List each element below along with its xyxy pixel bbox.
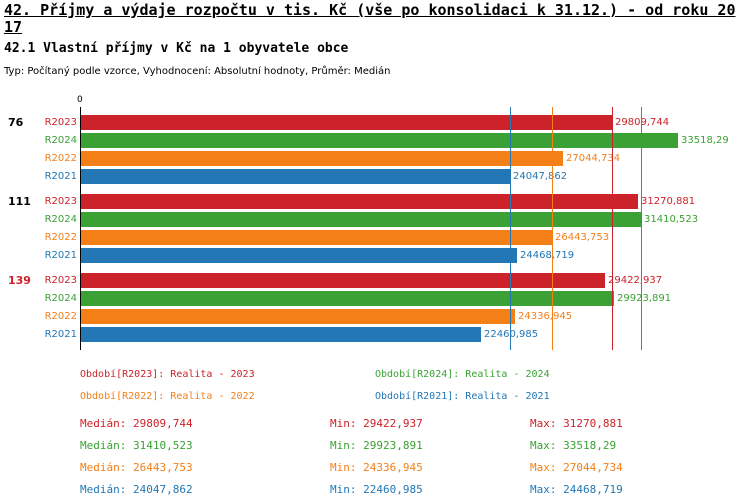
bar-r2021 — [81, 248, 517, 263]
bar-r2021 — [81, 327, 481, 342]
series-row-label: R2021 — [44, 171, 77, 182]
series-row-label: R2024 — [44, 214, 77, 225]
stat-max-r2021: Max: 24468,719 — [530, 483, 623, 496]
bar-r2023 — [81, 194, 638, 209]
stat-max-r2024: Max: 33518,29 — [530, 439, 617, 452]
series-row-label: R2022 — [44, 153, 77, 164]
group-label: 76 — [8, 116, 24, 129]
stat-value: 29923,891 — [363, 439, 423, 452]
stat-median-r2021: Medián: 24047,862 — [80, 483, 193, 496]
bar-value-label: 22460,985 — [484, 329, 539, 340]
stat-value: 24468,719 — [563, 483, 623, 496]
stats-table: Medián: 29809,744 Min: 29422,937 Max: 3127… — [0, 410, 750, 498]
bar-value-label: 33518,29 — [681, 135, 729, 146]
median-line-r2024 — [641, 107, 642, 350]
stat-min-r2022: Min: 24336,945 — [330, 461, 423, 474]
bar-r2021 — [81, 169, 510, 184]
series-row-label: R2021 — [44, 250, 77, 261]
bar-r2023 — [81, 273, 605, 288]
series-row-label: R2023 — [44, 196, 77, 207]
series-row-label: R2021 — [44, 329, 77, 340]
bar-r2022 — [81, 309, 515, 324]
bar-value-label: 26443,753 — [555, 232, 610, 243]
legend-item-r2022: Období[R2022]: Realita - 2022 — [80, 391, 255, 402]
chart-legend: Období[R2023]: Realita - 2023 Období[R202… — [0, 360, 750, 406]
bar-r2022 — [81, 151, 563, 166]
legend-item-r2021: Období[R2021]: Realita - 2021 — [375, 391, 550, 402]
series-row-label: R2024 — [44, 293, 77, 304]
series-row-label: R2022 — [44, 232, 77, 243]
bar-value-label: 27044,734 — [566, 153, 621, 164]
stat-value: 22460,985 — [363, 483, 423, 496]
median-line-r2023 — [612, 107, 613, 350]
stat-label: Medián — [80, 483, 120, 496]
stat-min-r2021: Min: 22460,985 — [330, 483, 423, 496]
group-label: 111 — [8, 195, 31, 208]
bar-r2024 — [81, 291, 614, 306]
stat-value: 29809,744 — [133, 417, 193, 430]
bar-value-label: 31410,523 — [644, 214, 699, 225]
page-title: 42. Příjmy a výdaje rozpočtu v tis. Kč (… — [4, 1, 736, 36]
stat-value: 26443,753 — [133, 461, 193, 474]
stat-label: Max — [530, 439, 550, 452]
stat-value: 24047,862 — [133, 483, 193, 496]
series-row-label: R2024 — [44, 135, 77, 146]
legend-item-r2024: Období[R2024]: Realita - 2024 — [375, 369, 550, 380]
series-row-label: R2023 — [44, 275, 77, 286]
chart-meta: Typ: Počítaný podle vzorce, Vyhodnocení:… — [4, 66, 391, 77]
stat-median-r2022: Medián: 26443,753 — [80, 461, 193, 474]
bar-value-label: 29923,891 — [617, 293, 672, 304]
series-row-label: R2022 — [44, 311, 77, 322]
bar-value-label: 24047,862 — [513, 171, 568, 182]
bar-value-label: 31270,881 — [641, 196, 696, 207]
stat-label: Medián — [80, 439, 120, 452]
bar-value-label: 29422,937 — [608, 275, 663, 286]
stat-max-r2023: Max: 31270,881 — [530, 417, 623, 430]
bar-r2023 — [81, 115, 612, 130]
axis-zero-label: 0 — [77, 95, 83, 105]
median-line-r2022 — [552, 107, 553, 350]
legend-item-r2023: Období[R2023]: Realita - 2023 — [80, 369, 255, 380]
stat-value: 29422,937 — [363, 417, 423, 430]
stat-max-r2022: Max: 27044,734 — [530, 461, 623, 474]
stat-value: 33518,29 — [563, 439, 617, 452]
stat-label: Medián — [80, 461, 120, 474]
stat-value: 27044,734 — [563, 461, 623, 474]
stat-label: Max — [530, 483, 550, 496]
y-axis-line — [80, 107, 81, 350]
stat-median-r2023: Medián: 29809,744 — [80, 417, 193, 430]
bar-chart: 0 76 R2023 29809,744 R2024 33518,29 R2022 2704… — [0, 94, 750, 356]
stat-min-r2024: Min: 29923,891 — [330, 439, 423, 452]
bar-r2024 — [81, 133, 678, 148]
chart-subtitle: 42.1 Vlastní příjmy v Kč na 1 obyvatele … — [4, 41, 349, 56]
stat-min-r2023: Min: 29422,937 — [330, 417, 423, 430]
stat-label: Min — [330, 461, 350, 474]
bar-r2024 — [81, 212, 641, 227]
stat-value: 31270,881 — [563, 417, 623, 430]
median-line-r2021 — [510, 107, 511, 350]
series-row-label: R2023 — [44, 117, 77, 128]
stat-median-r2024: Medián: 31410,523 — [80, 439, 193, 452]
bar-value-label: 24468,719 — [520, 250, 575, 261]
stat-label: Min — [330, 483, 350, 496]
stat-label: Min — [330, 439, 350, 452]
stat-label: Medián — [80, 417, 120, 430]
stat-label: Max — [530, 461, 550, 474]
stat-label: Max — [530, 417, 550, 430]
stat-value: 31410,523 — [133, 439, 193, 452]
stat-label: Min — [330, 417, 350, 430]
bar-r2022 — [81, 230, 552, 245]
bar-value-label: 24336,945 — [518, 311, 573, 322]
group-label: 139 — [8, 274, 31, 287]
bar-value-label: 29809,744 — [615, 117, 670, 128]
stat-value: 24336,945 — [363, 461, 423, 474]
